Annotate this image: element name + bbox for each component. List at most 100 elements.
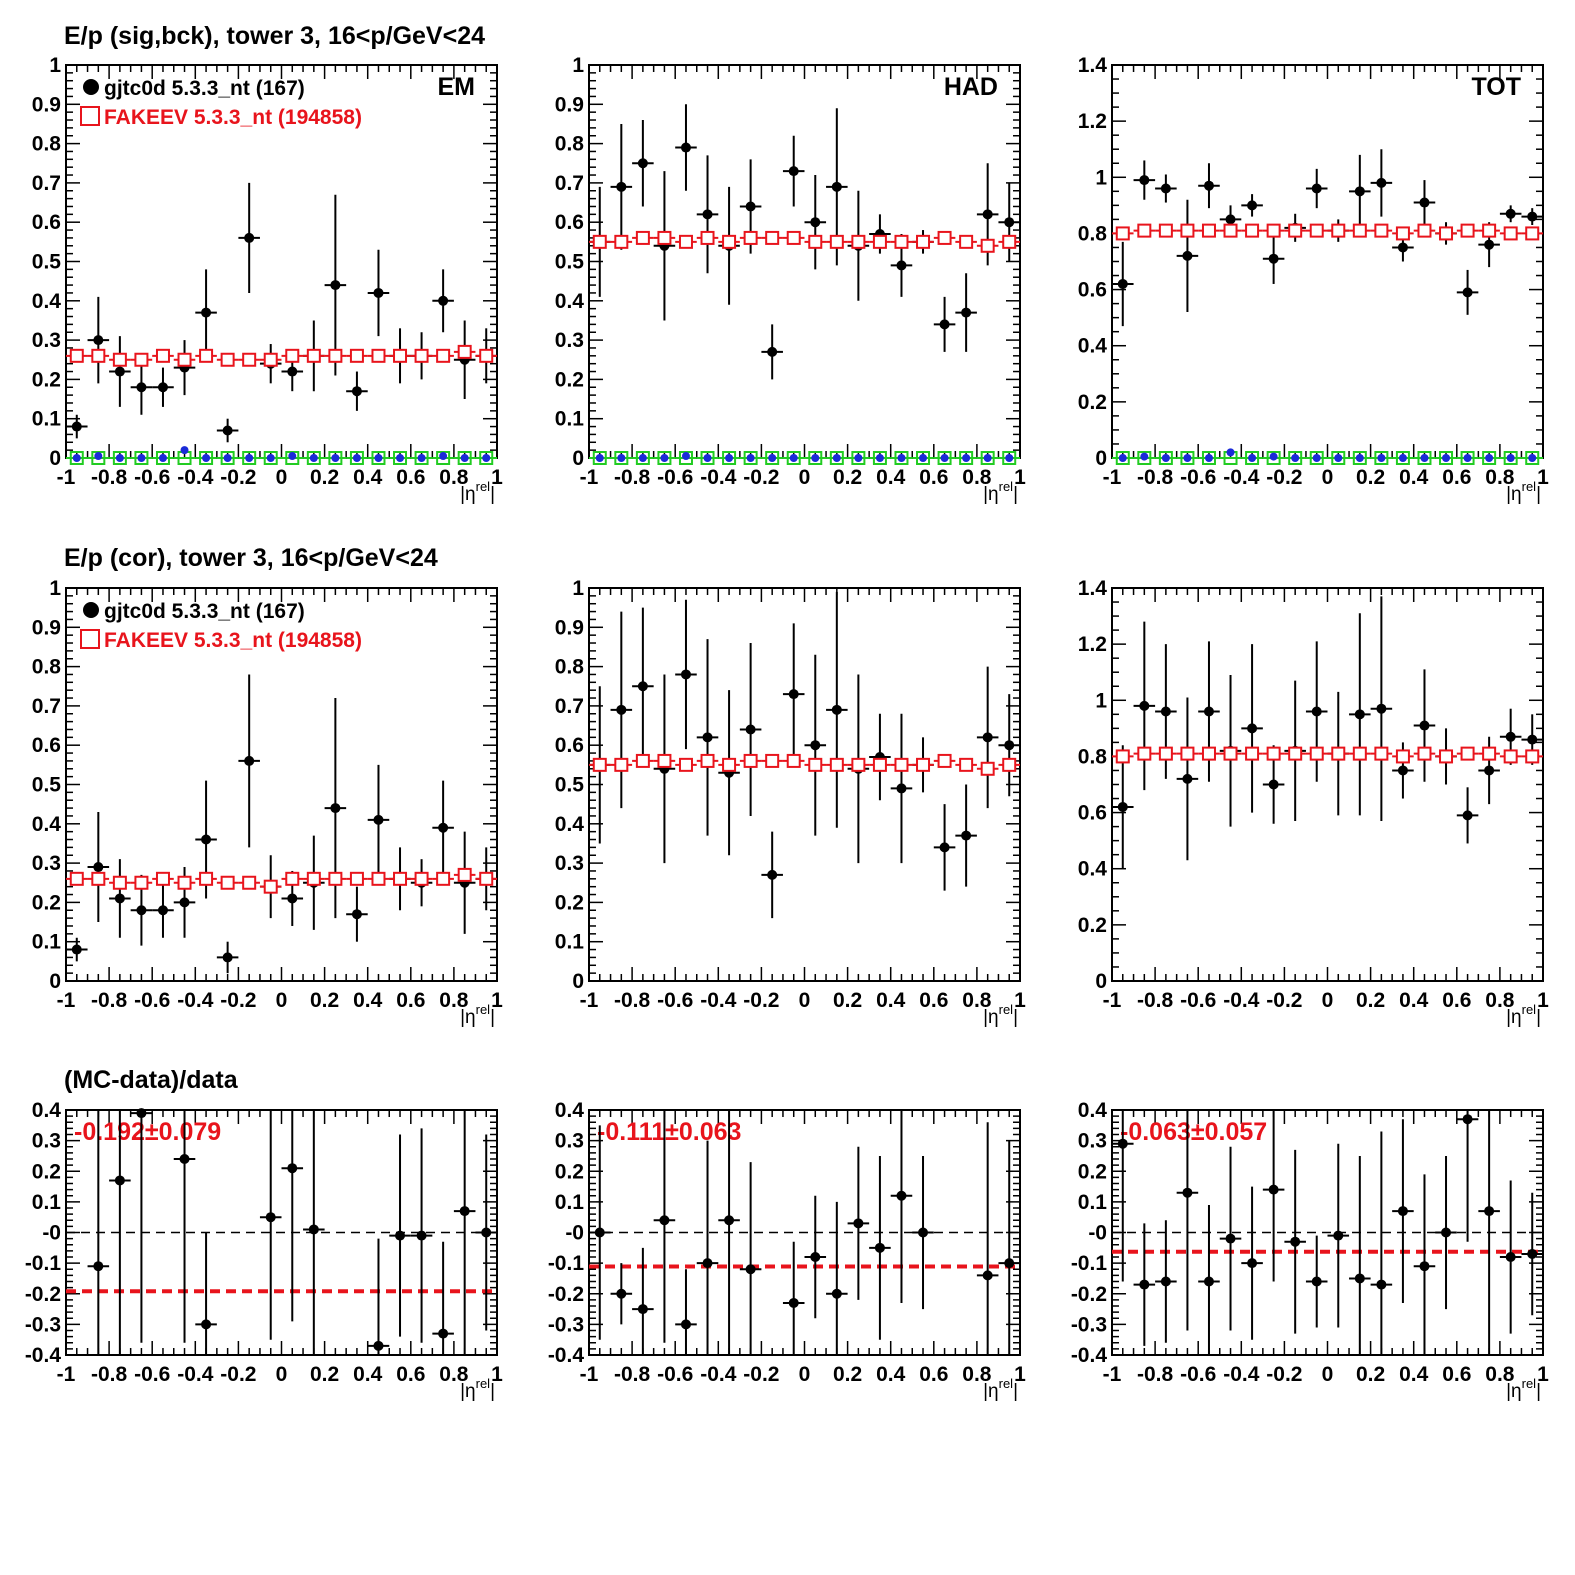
data-point [702,732,713,743]
x-tick-label: 1 [1537,1363,1549,1386]
chart-panel: -1 -0.8 -0.6 -0.4 -0.2 0 0.2 0.4 0.6 0.8 1|ηrel| -0… [1071,1099,1549,1402]
x-tick-label: -0.6 [1180,989,1216,1012]
background-data-point [1442,454,1451,462]
data-point [1117,801,1128,812]
y-tick-label: 1 [49,54,61,77]
data-point [1354,709,1365,720]
mc-point [263,879,278,894]
mc-point [657,753,672,768]
y-tick-label: 0.2 [1078,391,1107,414]
background-mc-point [1352,451,1367,465]
x-tick-label: -0.4 [700,466,737,489]
background-mc-point [872,451,887,465]
background-data-point [115,454,124,462]
background-mc-point [1482,451,1497,465]
y-tick-label: 0.8 [32,656,62,679]
x-tick-label: 0.2 [1356,1363,1385,1386]
mc-point [1331,746,1346,761]
y-tick-label: -0.2 [1071,1283,1107,1306]
x-tick-label: -0.8 [614,466,651,489]
mc-point [808,234,823,249]
mc-point [177,875,192,890]
mc-point [1158,746,1173,761]
background-data-point [983,454,992,462]
data-point [308,1224,319,1235]
x-tick-label: 0.8 [962,989,992,1012]
data-point [680,142,691,153]
mc-point [177,352,192,367]
x-tick-label: -0.2 [743,1363,779,1386]
background-data-point [854,454,863,462]
y-tick-label: -0.1 [1071,1252,1108,1275]
y-tick-label: 0.2 [32,1160,61,1183]
mc-point [678,757,693,772]
data-point [680,1319,691,1330]
x-tick-label: -1 [57,989,76,1012]
y-tick-label: -0.2 [25,1283,61,1306]
data-point [287,1163,298,1174]
y-tick-label: 0.9 [32,93,61,116]
background-mc-point [1115,451,1130,465]
data-point [939,842,950,853]
x-tick-label: -0.8 [91,466,128,489]
x-tick-label: -1 [580,1363,599,1386]
y-tick-label: 0.7 [32,172,61,195]
y-tick-label: 0.8 [1078,222,1108,245]
x-tick-label: -0.4 [177,989,214,1012]
x-tick-label: 0.8 [1485,466,1515,489]
data-point [1139,1279,1150,1290]
data-point [594,1227,605,1238]
mc-point [393,348,408,363]
y-tick-label: -0.1 [25,1252,62,1275]
data-point [896,783,907,794]
mc-point [1137,746,1152,761]
data-point [810,217,821,228]
mc-point [263,352,278,367]
data-point [767,346,778,357]
mc-point [1460,223,1475,238]
x-tick-label: -0.6 [134,466,170,489]
legend-mc-marker [80,629,100,649]
y-tick-label: 0.3 [32,329,61,352]
data-point [788,1297,799,1308]
background-mc-point [371,451,386,465]
data-point [373,814,384,825]
x-tick-label: -0.2 [220,466,256,489]
mc-point [242,352,257,367]
mc-point [959,757,974,772]
background-data-point [703,454,712,462]
mc-point [1374,746,1389,761]
data-point [93,1261,104,1272]
x-tick-label: -0.6 [657,989,693,1012]
mc-point [1266,746,1281,761]
y-tick-label: -0.3 [1071,1313,1107,1336]
mc-point [765,753,780,768]
y-tick-label: 0.8 [555,133,585,156]
data-point [481,1227,492,1238]
mc-point [1115,749,1130,764]
data-point [1004,217,1015,228]
background-mc-point [1266,451,1281,465]
legend: gjtc0d 5.3.3_nt (167) FAKEEV 5.3.3_nt (19… [80,77,362,129]
legend: gjtc0d 5.3.3_nt (167) FAKEEV 5.3.3_nt (19… [80,600,362,652]
mc-point [91,348,106,363]
mc-point [1503,749,1518,764]
y-tick-label: 0.1 [32,1191,62,1214]
background-data-point [1420,454,1429,462]
data-point [1182,1187,1193,1198]
data-point [1203,1276,1214,1287]
y-tick-label: 0.7 [32,695,61,718]
mc-point [1309,223,1324,238]
background-mc-point [436,451,451,465]
background-mc-point [959,451,974,465]
data-point [1311,183,1322,194]
background-mc-point [393,451,408,465]
data-point [1311,1276,1322,1287]
x-tick-label: 0 [1322,466,1334,489]
y-tick-label: -0.4 [25,1344,62,1367]
y-tick-label: 0.8 [32,133,62,156]
background-data-point [681,452,690,461]
mc-point [436,871,451,886]
data-point [1268,1184,1279,1195]
background-data-point [1334,454,1343,462]
